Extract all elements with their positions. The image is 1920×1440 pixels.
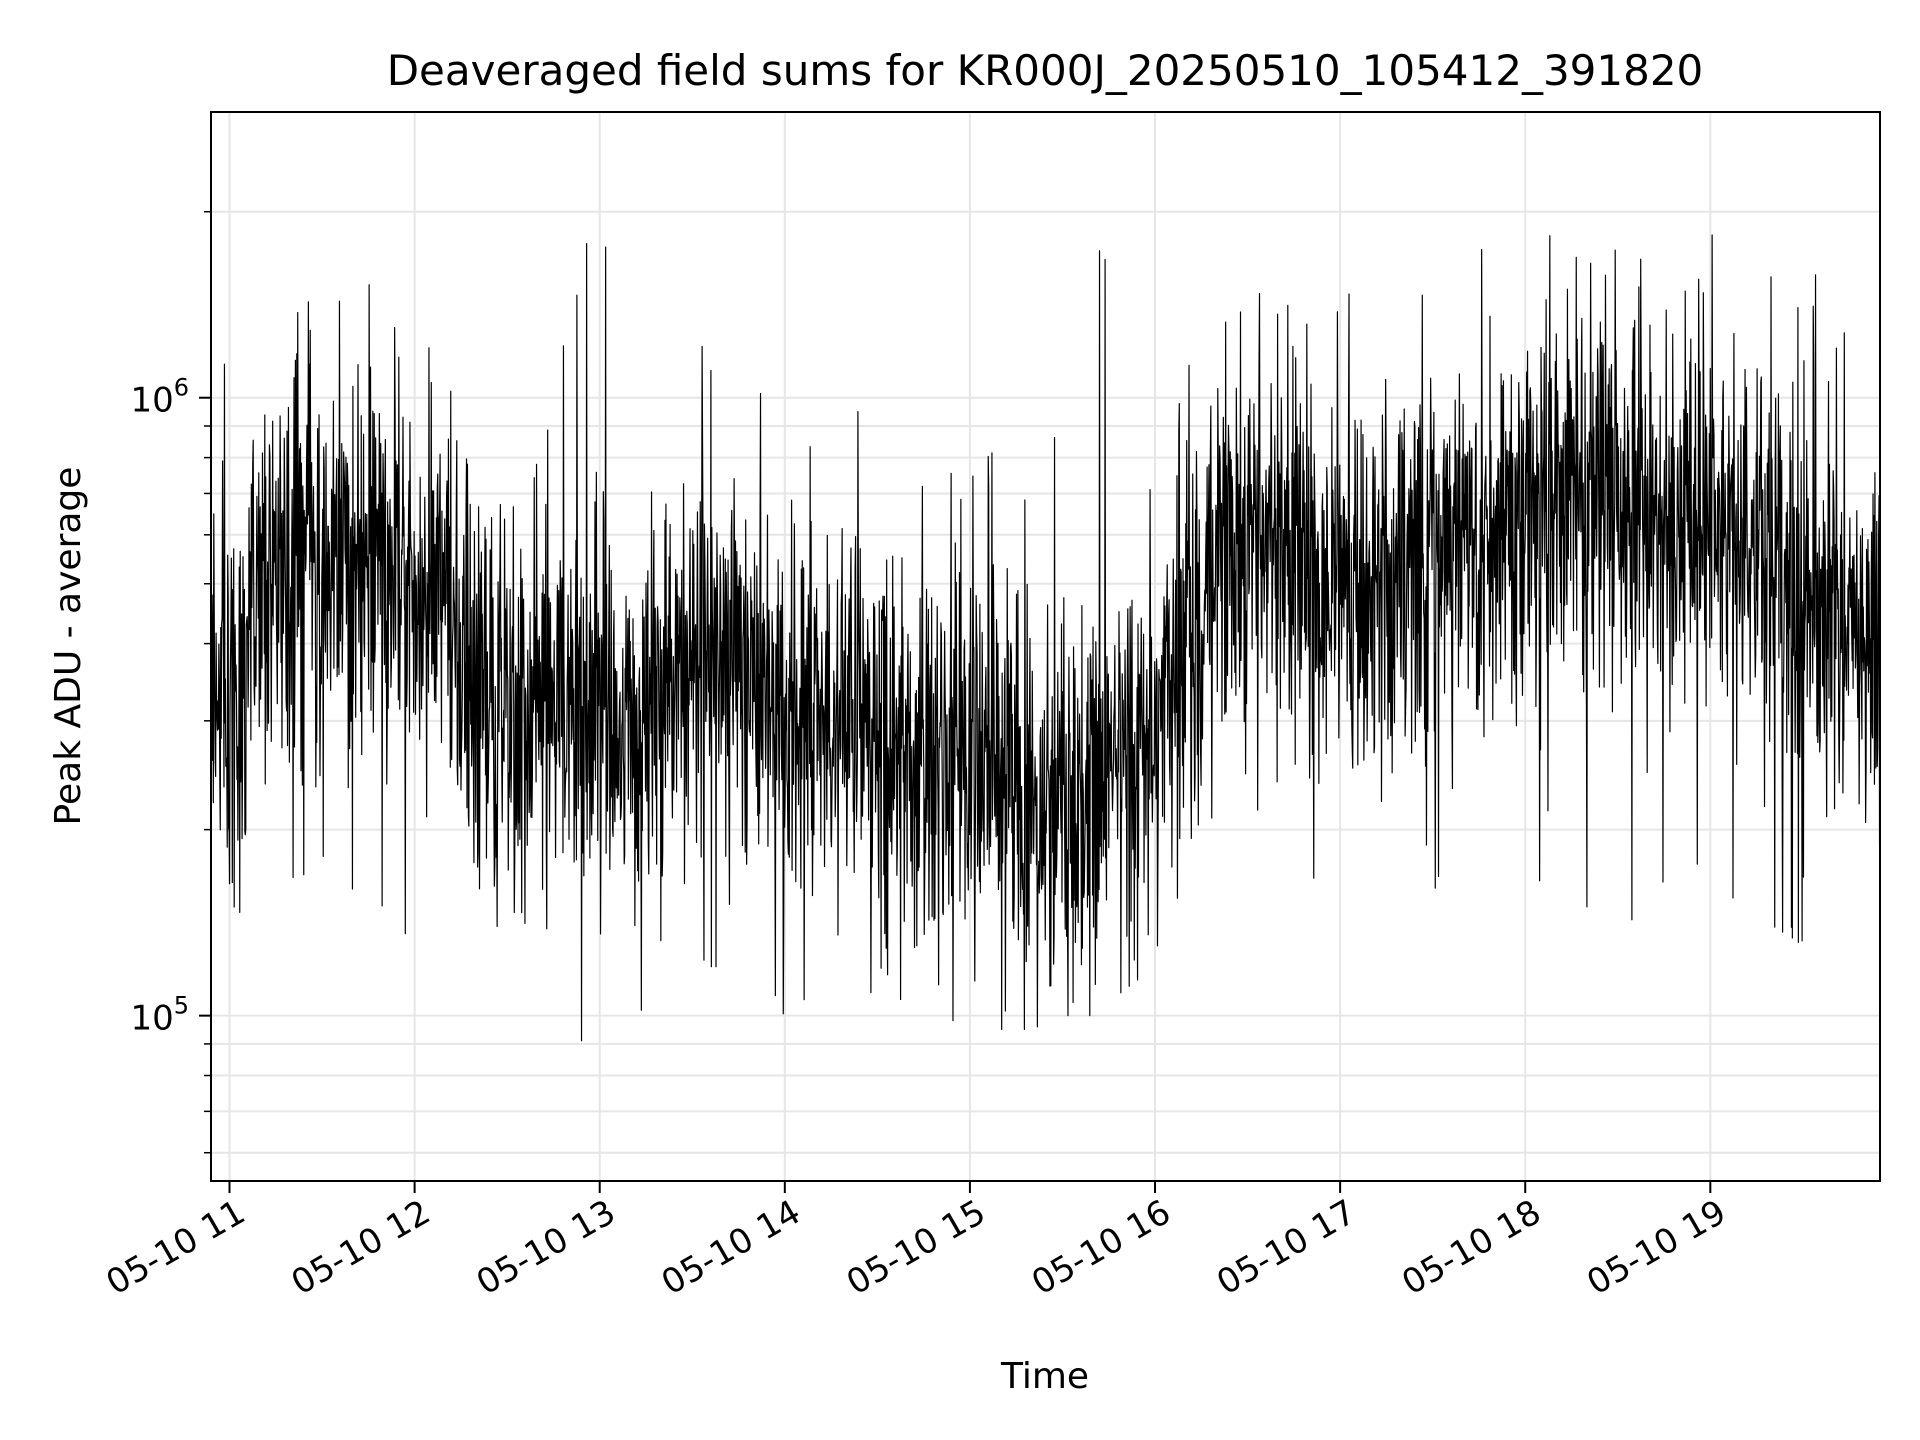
y-tick-base: 10 <box>130 999 173 1039</box>
plot-area <box>211 234 1880 1042</box>
chart-title: Deaveraged field sums for KR000J_2025051… <box>387 46 1704 95</box>
y-tick-label: 106 <box>130 374 189 421</box>
x-axis-label: Time <box>1000 1356 1089 1397</box>
y-tick-base: 10 <box>130 381 173 421</box>
y-tick-exponent: 6 <box>174 374 189 402</box>
y-tick-exponent: 5 <box>174 992 189 1020</box>
y-tick-label: 105 <box>130 992 189 1039</box>
y-axis-label: Peak ADU - average <box>48 467 89 826</box>
series-line <box>211 234 1880 1042</box>
plot-frame <box>210 111 1881 1182</box>
